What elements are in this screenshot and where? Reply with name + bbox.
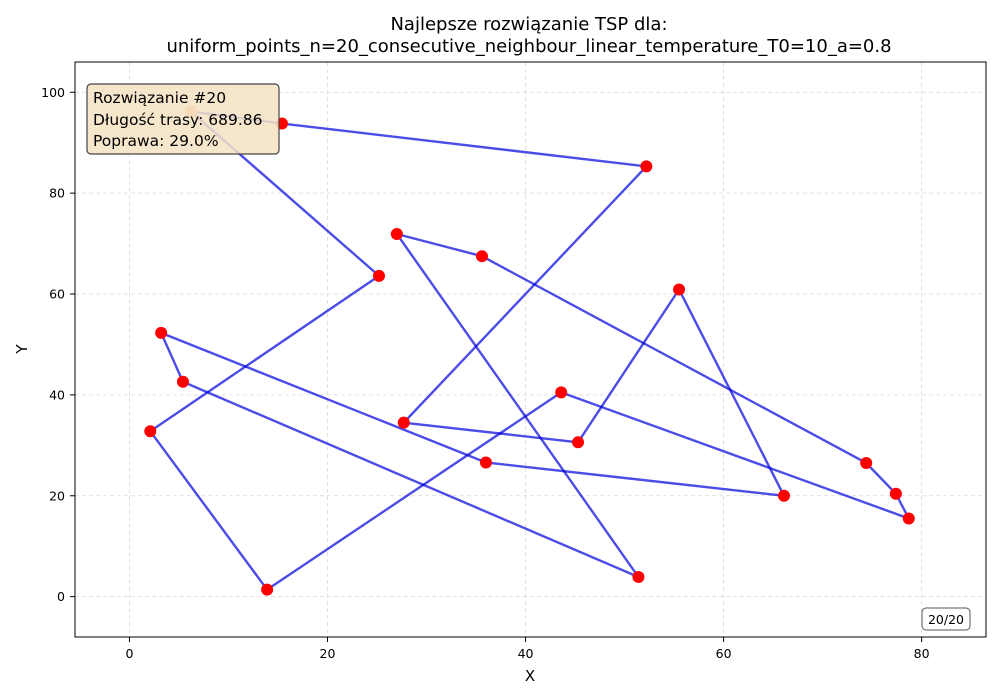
x-tick-label: 20 bbox=[320, 646, 336, 661]
route-points bbox=[144, 105, 915, 596]
city-point bbox=[572, 436, 585, 449]
city-point bbox=[479, 456, 492, 469]
city-point bbox=[860, 456, 873, 469]
counter-text: 20/20 bbox=[928, 612, 964, 627]
counter-badge-background bbox=[921, 607, 971, 631]
y-tick-label: 20 bbox=[49, 488, 65, 503]
route-segment bbox=[480, 254, 868, 465]
city-point bbox=[144, 425, 157, 438]
route-segment bbox=[159, 331, 488, 464]
counter-badge: 20/20 bbox=[921, 607, 971, 631]
y-axis-ticks: 0 20 40 60 80 100 bbox=[41, 85, 75, 604]
route-segment bbox=[395, 232, 484, 258]
city-point bbox=[372, 269, 385, 282]
city-point bbox=[632, 570, 645, 583]
route-segment bbox=[559, 391, 910, 520]
city-point bbox=[475, 250, 488, 263]
route-segment bbox=[159, 331, 185, 383]
route-segment bbox=[864, 461, 898, 495]
city-point bbox=[176, 375, 189, 388]
route-segment bbox=[395, 232, 640, 579]
x-tick-label: 0 bbox=[125, 646, 133, 661]
city-point bbox=[673, 283, 686, 296]
city-point bbox=[261, 583, 274, 596]
route-segment bbox=[181, 380, 640, 579]
plot-frame bbox=[74, 61, 987, 638]
y-tick-label: 80 bbox=[49, 186, 65, 201]
route-segment bbox=[677, 288, 786, 497]
x-tick-label: 40 bbox=[518, 646, 534, 661]
info-box-improvement: Poprawa: 29.0% bbox=[93, 132, 219, 150]
route-segment bbox=[149, 430, 269, 591]
city-point bbox=[902, 512, 915, 525]
x-axis-label: X bbox=[525, 667, 535, 685]
info-box: Rozwiązanie #20 Długość trasy: 689.86 Po… bbox=[86, 83, 280, 155]
city-point bbox=[889, 487, 902, 500]
route-segment bbox=[149, 274, 381, 433]
city-point bbox=[555, 386, 568, 399]
route-segment bbox=[265, 391, 563, 591]
city-point bbox=[155, 326, 168, 339]
route-segment bbox=[280, 122, 648, 168]
x-axis-ticks: 0 20 40 60 80 bbox=[125, 637, 930, 661]
route-segment bbox=[576, 288, 681, 444]
y-tick-label: 0 bbox=[57, 589, 65, 604]
grid bbox=[75, 62, 986, 637]
y-tick-label: 40 bbox=[49, 387, 65, 402]
route-lines bbox=[149, 110, 910, 591]
chart-title-line2: uniform_points_n=20_consecutive_neighbou… bbox=[166, 36, 891, 57]
info-box-background bbox=[86, 83, 280, 155]
x-tick-label: 80 bbox=[914, 646, 930, 661]
y-tick-label: 100 bbox=[41, 85, 65, 100]
route-segment bbox=[402, 165, 648, 424]
chart-title-line1: Najlepsze rozwiązanie TSP dla: bbox=[390, 14, 667, 35]
city-point bbox=[777, 489, 790, 502]
route-segment bbox=[402, 421, 580, 444]
city-point bbox=[390, 227, 403, 240]
info-box-length: Długość trasy: 689.86 bbox=[93, 111, 262, 129]
info-box-solution: Rozwiązanie #20 bbox=[93, 89, 226, 107]
city-point bbox=[640, 160, 653, 173]
x-tick-label: 60 bbox=[716, 646, 732, 661]
y-tick-label: 60 bbox=[49, 287, 65, 302]
route-segment bbox=[484, 461, 786, 497]
y-axis-label: Y bbox=[13, 344, 31, 355]
city-point bbox=[397, 416, 410, 429]
